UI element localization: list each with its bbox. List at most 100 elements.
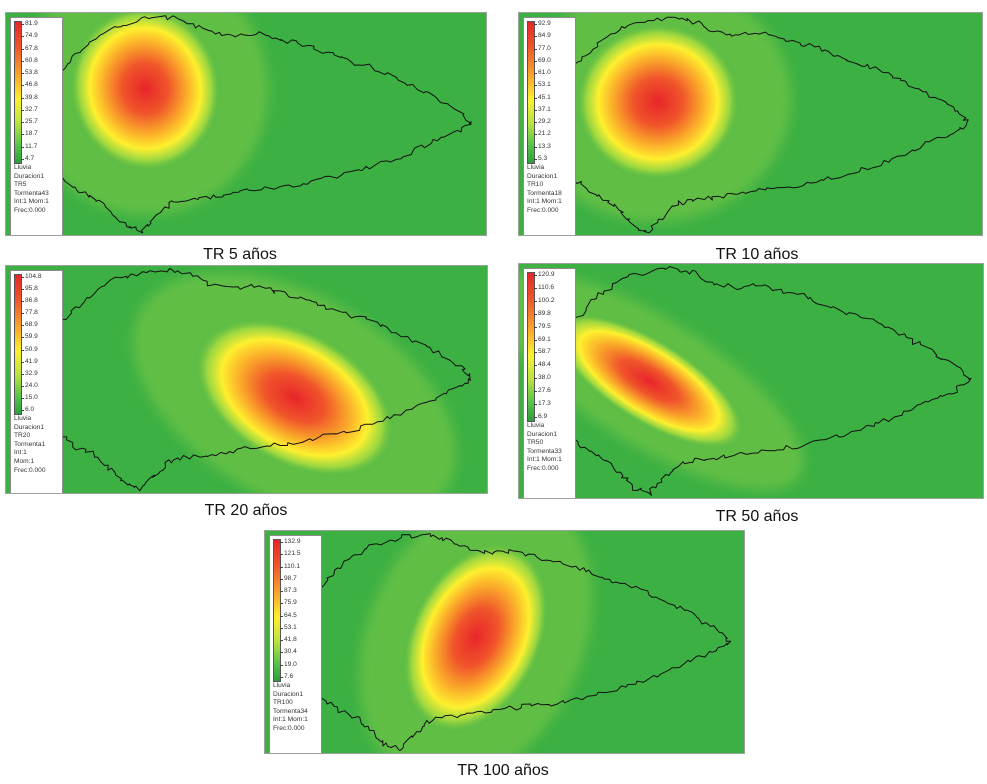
- legend-value: 59.9: [21, 333, 38, 341]
- legend-info-line: Tormenta43: [14, 189, 49, 197]
- color-legend: 81.9 74.9 67.8 60.8 53.8 46.8 39.8 32.7 25.7 18.7…: [10, 17, 63, 235]
- legend-value: 87.3: [280, 587, 297, 595]
- color-scale-bar: [273, 539, 281, 682]
- legend-value: 37.1: [534, 105, 551, 113]
- legend-value: 6.9: [533, 413, 548, 420]
- legend-value: 74.9: [21, 32, 38, 40]
- rainfall-map-panel: 81.9 74.9 67.8 60.8 53.8 46.8 39.8 32.7 25.7 18.7…: [5, 12, 487, 236]
- legend-info-line: TR10: [527, 181, 544, 189]
- rainfall-map: 104.8 95.8 86.8 77.8 68.9 59.9 50.9 41.9 32.9 24.…: [5, 265, 488, 494]
- legend-value: 77.8: [21, 309, 38, 317]
- legend-value: 67.8: [21, 44, 38, 52]
- legend-value: 41.9: [21, 357, 38, 365]
- legend-value: 58.7: [534, 348, 551, 356]
- storm-core: [192, 316, 397, 479]
- legend-value: 120.9: [534, 271, 555, 278]
- legend-value: 11.7: [20, 142, 38, 150]
- legend-info-line: TR100: [273, 699, 293, 707]
- legend-info-line: Lluvia: [14, 415, 32, 422]
- color-legend: 92.9 84.9 77.0 69.0 61.0 53.1 45.1 37.1 29.2 21.2…: [523, 17, 576, 235]
- legend-value: 45.1: [534, 93, 551, 101]
- legend-value: 39.8: [21, 93, 38, 101]
- watershed-boundary: [282, 533, 732, 752]
- legend-value: 25.7: [21, 118, 38, 126]
- legend-value: 4.7: [20, 155, 35, 162]
- legend-value: 77.0: [534, 44, 551, 52]
- legend-info-line: Duracion1: [273, 690, 304, 698]
- legend-info-line: Duracion1: [14, 172, 45, 180]
- legend-info-line: Frec:0.000: [273, 724, 305, 732]
- legend-value: 41.8: [280, 636, 297, 644]
- legend-value: 17.3: [534, 400, 551, 408]
- legend-value: 95.8: [21, 285, 38, 293]
- legend-info-line: Lluvia: [527, 164, 545, 171]
- storm-core: [574, 21, 742, 182]
- legend-info-line: Tormenta33: [527, 447, 562, 455]
- rainfall-surface: [524, 13, 969, 234]
- legend-value: 98.7: [280, 574, 297, 582]
- legend-value: 21.2: [534, 130, 551, 138]
- legend-info-line: Frec:0.000: [14, 466, 46, 474]
- legend-info-line: Duracion1: [527, 430, 558, 438]
- storm-core: [401, 540, 551, 735]
- return-period-caption: TR 20 años: [204, 502, 288, 519]
- legend-value: 13.3: [534, 142, 551, 150]
- legend-value: 46.8: [21, 81, 38, 89]
- rainfall-map-panel: 132.9 121.5 110.1 98.7 87.3 75.9 64.5 53.1 41.8 3…: [264, 530, 745, 754]
- legend-value: 53.1: [280, 623, 297, 631]
- return-period-caption: TR 5 años: [203, 246, 277, 263]
- legend-info-line: Lluvia: [273, 682, 291, 689]
- rainfall-map-panel: 104.8 95.8 86.8 77.8 68.9 59.9 50.9 41.9 32.9 24.…: [5, 265, 488, 494]
- legend-value: 132.9: [280, 538, 301, 545]
- color-scale-bar: [527, 21, 535, 164]
- rainfall-surface: [282, 531, 732, 753]
- legend-info-line: Tormenta18: [527, 189, 562, 197]
- legend-value: 24.0: [21, 381, 38, 389]
- legend-value: 32.9: [21, 369, 38, 377]
- legend-value: 60.8: [21, 56, 38, 64]
- legend-value: 38.0: [534, 374, 551, 382]
- color-legend: 104.8 95.8 86.8 77.8 68.9 59.9 50.9 41.9 32.9 24.…: [10, 270, 63, 493]
- return-period-caption: TR 50 años: [715, 508, 799, 525]
- legend-info-line: Lluvia: [527, 422, 545, 429]
- legend-value: 27.6: [534, 387, 551, 395]
- rainfall-map: 81.9 74.9 67.8 60.8 53.8 46.8 39.8 32.7 25.7 18.7…: [5, 12, 487, 236]
- legend-value: 48.4: [534, 361, 551, 369]
- legend-info-line: Int:1 Mom:1: [273, 716, 308, 724]
- legend-info-line: TR20: [14, 432, 31, 440]
- rainfall-map: 132.9 121.5 110.1 98.7 87.3 75.9 64.5 53.1 41.8 3…: [264, 530, 745, 754]
- legend-info-line: Int:1 Mom:1: [527, 456, 562, 464]
- legend-value: 69.0: [534, 56, 551, 64]
- color-legend: 132.9 121.5 110.1 98.7 87.3 75.9 64.5 53.1 41.8 3…: [269, 535, 322, 753]
- color-legend: 120.9 110.6 100.2 89.8 79.5 69.1 58.7 48.4 38.0 2…: [523, 268, 576, 498]
- legend-info-line: Int:1 Mom:1: [527, 198, 562, 206]
- storm-core: [551, 312, 746, 450]
- legend-value: 64.5: [280, 611, 297, 619]
- rainfall-map: 92.9 84.9 77.0 69.0 61.0 53.1 45.1 37.1 29.2 21.2…: [518, 12, 983, 236]
- legend-value: 89.8: [534, 309, 551, 317]
- legend-value: 32.7: [21, 105, 38, 113]
- color-scale-bar: [14, 21, 22, 164]
- legend-value: 53.8: [21, 69, 38, 77]
- legend-info-line: TR5: [14, 181, 27, 189]
- legend-value: 100.2: [534, 296, 555, 304]
- legend-info-line: Mom:1: [14, 457, 35, 465]
- watershed-boundary: [536, 16, 969, 234]
- legend-info-line: Frec:0.000: [527, 464, 559, 472]
- legend-value: 75.9: [280, 599, 297, 607]
- legend-info-line: Duracion1: [527, 172, 558, 180]
- legend-value: 86.8: [21, 297, 38, 305]
- legend-info-line: TR50: [527, 439, 544, 447]
- rainfall-surface: [24, 267, 471, 493]
- legend-value: 121.5: [280, 550, 301, 558]
- legend-info-line: Tormenta1: [14, 440, 46, 448]
- legend-value: 61.0: [534, 69, 551, 77]
- legend-value: 79.5: [534, 322, 551, 330]
- legend-value: 68.9: [21, 321, 38, 329]
- legend-info-line: Frec:0.000: [527, 206, 559, 214]
- rainfall-map-panel: 120.9 110.6 100.2 89.8 79.5 69.1 58.7 48.4 38.0 2…: [518, 263, 984, 499]
- legend-value: 6.0: [20, 406, 35, 413]
- legend-value: 84.9: [534, 32, 551, 40]
- storm-core: [68, 13, 223, 173]
- color-scale-bar: [14, 274, 22, 415]
